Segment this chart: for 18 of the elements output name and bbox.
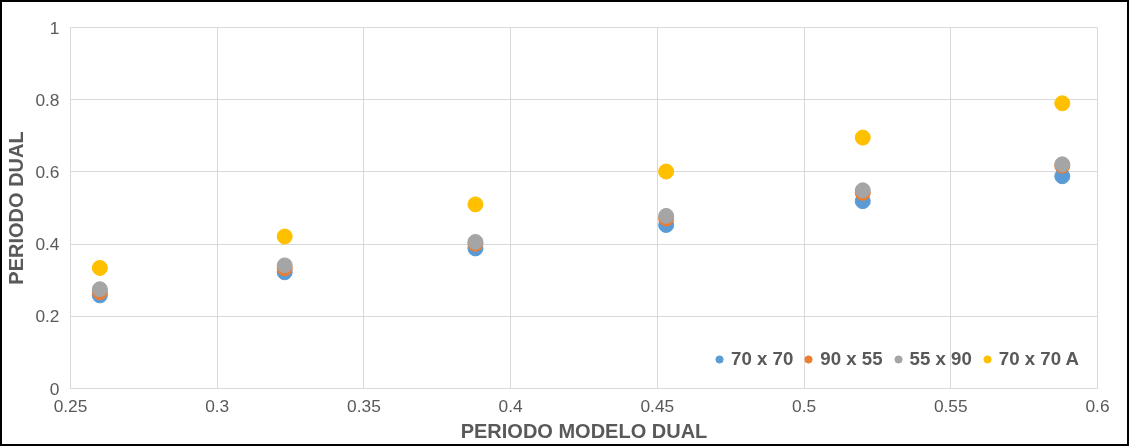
legend-label: 55 x 90: [909, 348, 972, 370]
y-tick-label: 0.2: [35, 306, 60, 327]
x-tick-label: 0.4: [498, 395, 524, 416]
x-tick-label: 0.5: [792, 395, 817, 416]
y-tick-label: 0.8: [35, 89, 60, 110]
x-tick-label: 0.45: [640, 395, 675, 416]
legend-label: 70 x 70: [731, 348, 794, 370]
x-axis-title: PERIODO MODELO DUAL: [460, 419, 708, 442]
x-tick-label: 0.3: [205, 395, 230, 416]
y-tick-label: 0.6: [35, 161, 60, 182]
x-tick-label: 0.6: [1085, 395, 1110, 416]
y-tick-label: 1: [49, 17, 60, 38]
y-tick-label: 0.4: [35, 234, 60, 255]
y-axis-title: PERIODO DUAL: [5, 131, 28, 285]
legend-label: 70 x 70 A: [998, 348, 1079, 370]
x-tick-label: 0.55: [933, 395, 968, 416]
x-tick-label: 0.35: [347, 395, 381, 416]
legend-label: 90 x 55: [820, 348, 883, 370]
